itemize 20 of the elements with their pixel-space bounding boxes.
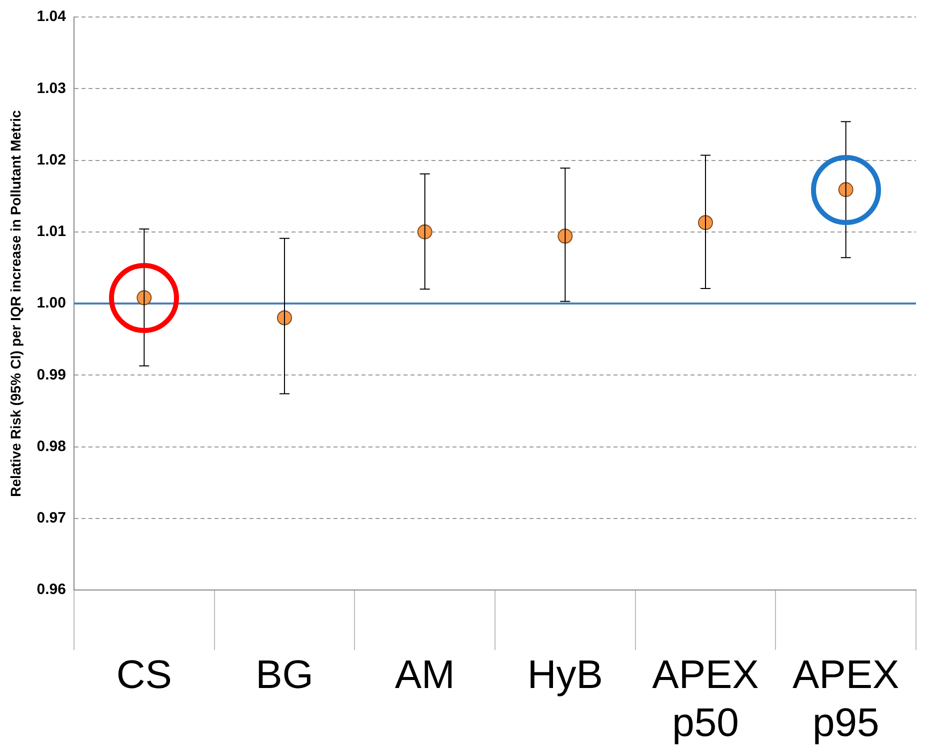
point — [276, 310, 292, 326]
point — [698, 215, 713, 230]
y-tick-label: 1.00 — [36, 294, 66, 312]
y-tick-label: 0.97 — [36, 510, 66, 527]
y-tick-label: 1.04 — [36, 8, 67, 26]
y-tick-label: 1.01 — [36, 223, 66, 240]
y-axis-title: Relative Risk (95% CI) per IQR increase in Pollutant Metric — [7, 110, 24, 497]
x-tick-label: BG — [256, 653, 314, 698]
point — [558, 228, 573, 244]
x-tick-label: AM — [394, 653, 455, 698]
x-tick-label: HyB — [527, 653, 603, 698]
y-tick-label: 0.96 — [36, 581, 66, 598]
point — [417, 224, 432, 240]
x-tick-label: APEX p95 — [792, 653, 900, 746]
y-tick-label: 1.03 — [36, 80, 66, 97]
y-tick-label: 0.98 — [36, 438, 66, 455]
x-tick-label: CS — [116, 653, 172, 698]
x-tick-label: APEX p50 — [652, 653, 759, 746]
y-tick-label: 1.02 — [36, 151, 66, 168]
y-tick-label: 0.99 — [36, 366, 66, 384]
